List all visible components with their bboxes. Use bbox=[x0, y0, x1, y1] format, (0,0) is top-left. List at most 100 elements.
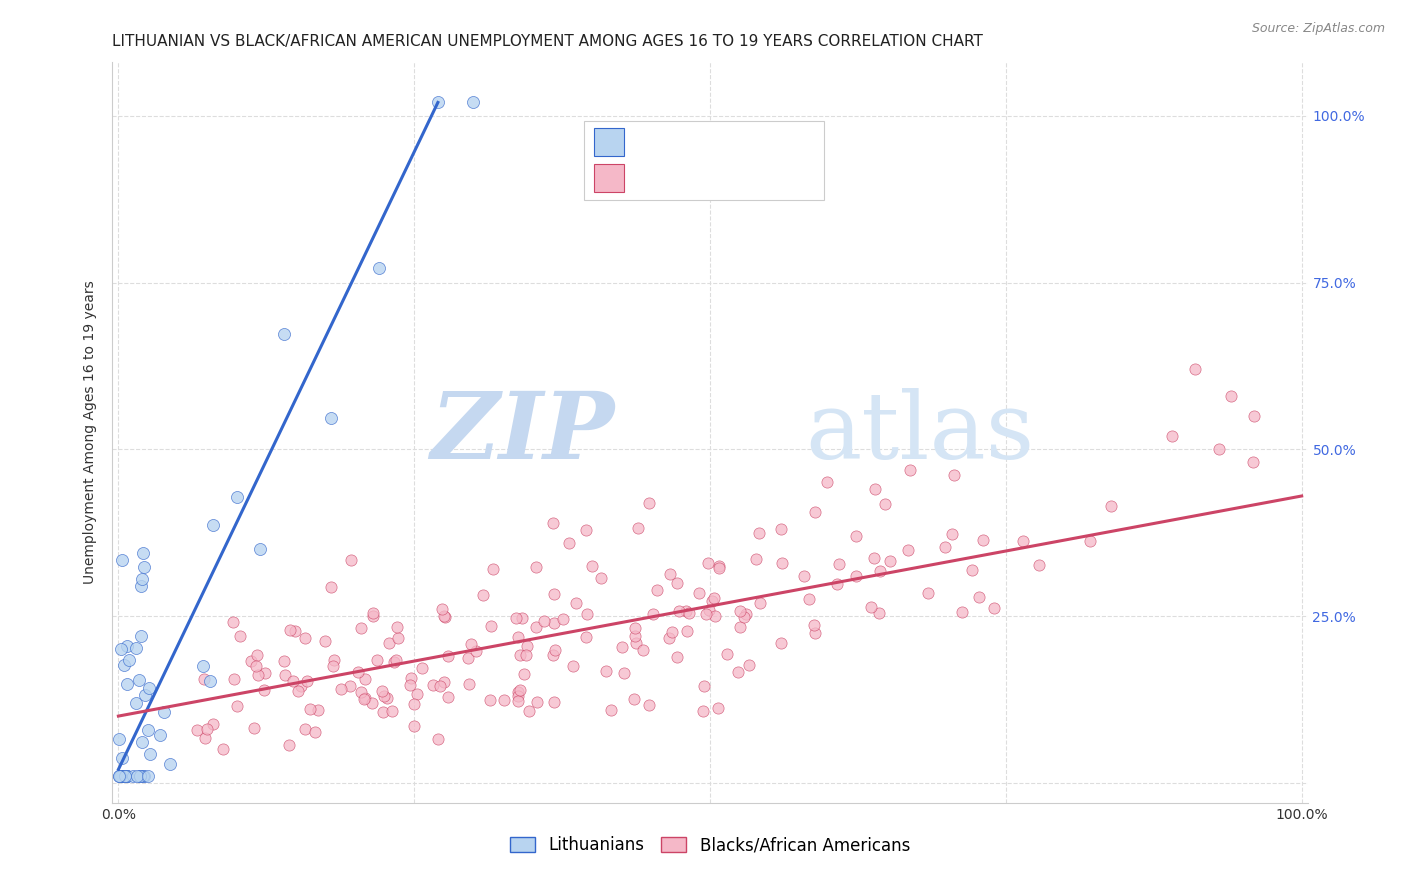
Point bbox=[249, 542, 271, 557]
Point bbox=[1184, 362, 1206, 376]
Point bbox=[543, 616, 565, 631]
Point bbox=[702, 594, 724, 608]
Point bbox=[638, 495, 661, 509]
Point bbox=[624, 628, 647, 642]
Point bbox=[748, 525, 770, 540]
Point bbox=[212, 742, 235, 756]
Point bbox=[516, 639, 538, 653]
Point bbox=[134, 769, 156, 783]
Point bbox=[149, 728, 172, 742]
Point bbox=[245, 658, 267, 673]
Point bbox=[543, 587, 565, 601]
FancyBboxPatch shape bbox=[585, 120, 824, 200]
Point bbox=[128, 673, 150, 687]
Point bbox=[697, 602, 720, 616]
Point bbox=[107, 769, 129, 783]
Point bbox=[917, 585, 939, 599]
Point bbox=[353, 692, 375, 706]
Point bbox=[371, 683, 394, 698]
Point bbox=[508, 689, 530, 703]
Point bbox=[314, 634, 336, 648]
Point bbox=[967, 590, 990, 604]
Point bbox=[707, 558, 730, 573]
Point bbox=[544, 642, 567, 657]
Point bbox=[505, 610, 527, 624]
Point bbox=[727, 665, 749, 680]
Point bbox=[506, 630, 529, 644]
Point bbox=[533, 615, 555, 629]
Point bbox=[246, 648, 269, 662]
Point bbox=[658, 567, 681, 582]
Point bbox=[125, 641, 148, 656]
Point bbox=[666, 650, 689, 665]
Point bbox=[879, 554, 901, 568]
Point bbox=[658, 632, 681, 646]
Point bbox=[108, 731, 131, 746]
Point bbox=[222, 672, 245, 686]
Point bbox=[287, 684, 309, 698]
Point bbox=[730, 620, 752, 634]
Point bbox=[509, 682, 531, 697]
Text: Source: ZipAtlas.com: Source: ZipAtlas.com bbox=[1251, 22, 1385, 36]
Point bbox=[436, 648, 458, 663]
Point bbox=[863, 482, 886, 496]
Point bbox=[406, 688, 429, 702]
Point bbox=[697, 557, 720, 571]
Point bbox=[298, 702, 321, 716]
Point bbox=[274, 668, 297, 682]
Point bbox=[125, 696, 148, 710]
Point bbox=[404, 697, 426, 711]
Point bbox=[297, 674, 319, 689]
Point bbox=[1219, 389, 1241, 403]
Point bbox=[225, 491, 247, 505]
FancyBboxPatch shape bbox=[593, 128, 624, 155]
Point bbox=[825, 577, 848, 591]
Point bbox=[869, 564, 891, 578]
Point bbox=[193, 672, 215, 686]
Point bbox=[321, 410, 343, 425]
Text: 53: 53 bbox=[759, 133, 782, 151]
Point bbox=[307, 703, 329, 717]
Text: R =: R = bbox=[634, 133, 673, 151]
Point bbox=[112, 769, 135, 783]
Point bbox=[472, 588, 495, 602]
Point bbox=[1241, 455, 1264, 469]
Point bbox=[110, 769, 132, 783]
Point bbox=[131, 735, 153, 749]
Point bbox=[565, 596, 588, 610]
Point bbox=[733, 609, 755, 624]
Point bbox=[304, 725, 326, 739]
Point bbox=[581, 558, 603, 573]
Text: N =: N = bbox=[724, 133, 763, 151]
Point bbox=[377, 635, 399, 649]
Point bbox=[354, 672, 377, 686]
Point bbox=[134, 560, 156, 574]
Point bbox=[385, 620, 408, 634]
Point bbox=[934, 541, 956, 555]
Point bbox=[347, 665, 370, 680]
Point bbox=[111, 552, 134, 566]
Point bbox=[692, 704, 714, 718]
Point bbox=[426, 95, 449, 110]
Point bbox=[793, 569, 815, 583]
Point bbox=[517, 704, 540, 718]
Point bbox=[815, 475, 838, 490]
Point bbox=[349, 621, 371, 635]
Point bbox=[277, 738, 299, 752]
Point bbox=[247, 668, 270, 682]
Point bbox=[558, 536, 581, 550]
Legend: Lithuanians, Blacks/African Americans: Lithuanians, Blacks/African Americans bbox=[503, 830, 917, 861]
Point bbox=[222, 615, 245, 629]
Point bbox=[1243, 409, 1265, 423]
Point bbox=[354, 690, 377, 705]
Point bbox=[749, 596, 772, 610]
Point bbox=[863, 550, 886, 565]
Point bbox=[543, 695, 565, 709]
Point bbox=[402, 719, 425, 733]
Point bbox=[339, 679, 361, 693]
Point bbox=[381, 704, 404, 718]
Point bbox=[373, 690, 395, 704]
Point bbox=[941, 527, 963, 541]
Point bbox=[695, 607, 717, 621]
Point bbox=[110, 641, 132, 656]
